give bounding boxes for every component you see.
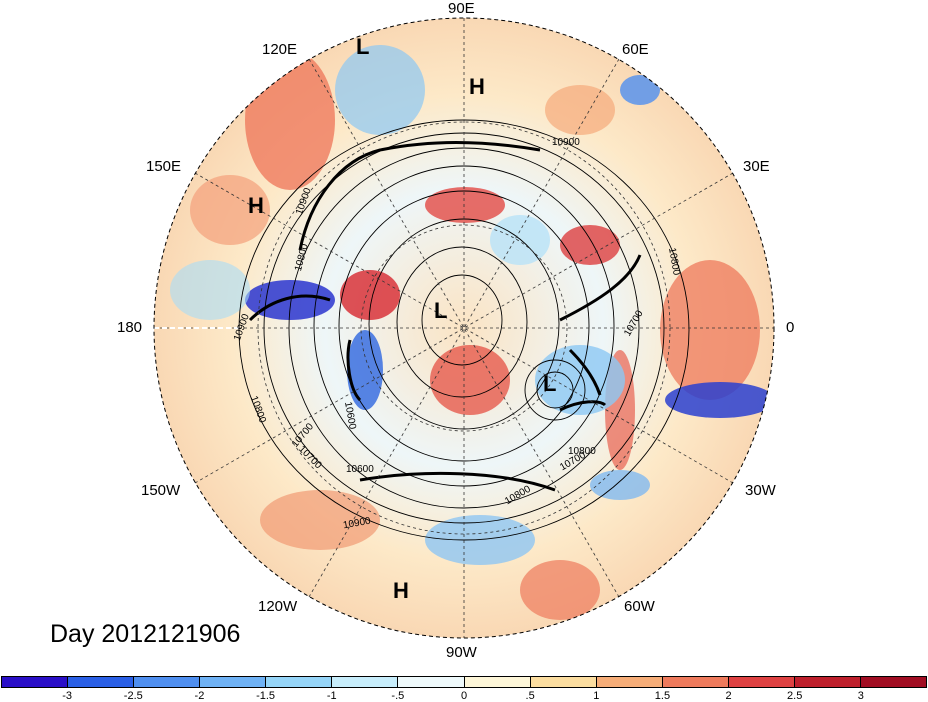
colorbar-tick-label: -1.5 xyxy=(256,690,276,702)
colorbar-swatch xyxy=(596,677,663,687)
contour-label: 10900 xyxy=(552,137,580,148)
meridian-label-60w: 60W xyxy=(624,598,655,615)
contour-label: 10600 xyxy=(346,464,374,475)
map-title: Day 2012121906 xyxy=(50,620,241,648)
colorbar-swatch xyxy=(200,677,267,687)
colorbar-tick-label: -3 xyxy=(62,690,73,702)
colorbar-tick-label: 2 xyxy=(725,690,732,702)
jet-contours xyxy=(248,141,642,492)
meridian-label-30e: 30E xyxy=(743,158,770,175)
meridian-label-90w: 90W xyxy=(446,644,477,661)
graticule xyxy=(154,18,774,638)
meridian-label-150w: 150W xyxy=(141,482,181,499)
colorbar-swatch xyxy=(861,677,927,687)
colorbar-tick-label: 1 xyxy=(593,690,600,702)
contour-label: 10800 xyxy=(568,446,596,457)
meridian-label-150e: 150E xyxy=(146,158,182,175)
colorbar-tick-label: 3 xyxy=(857,690,864,702)
colorbar-swatch xyxy=(134,677,201,687)
colorbar-swatch xyxy=(794,677,862,687)
colorbar-swatch xyxy=(464,677,531,687)
pressure-center-low: L xyxy=(356,34,370,59)
colorbar-swatch xyxy=(68,677,135,687)
colorbar xyxy=(1,676,927,688)
colorbar-tick-label: .5 xyxy=(525,690,535,702)
meridian-label-0: 0 xyxy=(786,319,795,336)
colorbar-tick-label: -2 xyxy=(194,690,205,702)
meridian-label-90e: 90E xyxy=(448,0,475,17)
colorbar-swatch xyxy=(662,677,729,687)
pressure-center-high: H xyxy=(248,193,264,218)
colorbar-tick-label: -.5 xyxy=(391,690,405,702)
colorbar-swatch xyxy=(2,677,69,687)
colorbar-tick-label: 2.5 xyxy=(787,690,803,702)
meridian-label-120w: 120W xyxy=(258,598,298,615)
colorbar-swatch xyxy=(530,677,597,687)
colorbar-swatch xyxy=(728,677,795,687)
pressure-center-high: H xyxy=(393,578,409,603)
pressure-center-high: H xyxy=(469,74,485,99)
meridian-label-180: 180 xyxy=(117,319,143,336)
map-border xyxy=(153,17,775,639)
meridian-label-120e: 120E xyxy=(262,41,298,58)
meridian-label-60e: 60E xyxy=(622,41,649,58)
pressure-center-low: L xyxy=(543,371,557,396)
colorbar-tick-label: -2.5 xyxy=(123,690,143,702)
meridian-label-30w: 30W xyxy=(745,482,776,499)
pressure-center-low: L xyxy=(434,298,448,323)
colorbar-swatch xyxy=(266,677,333,687)
colorbar-swatch xyxy=(332,677,399,687)
colorbar-tick-label: -1 xyxy=(326,690,337,702)
colorbar-tick-label: 1.5 xyxy=(654,690,671,702)
colorbar-swatch xyxy=(398,677,465,687)
colorbar-tick-label: 0 xyxy=(460,690,468,702)
